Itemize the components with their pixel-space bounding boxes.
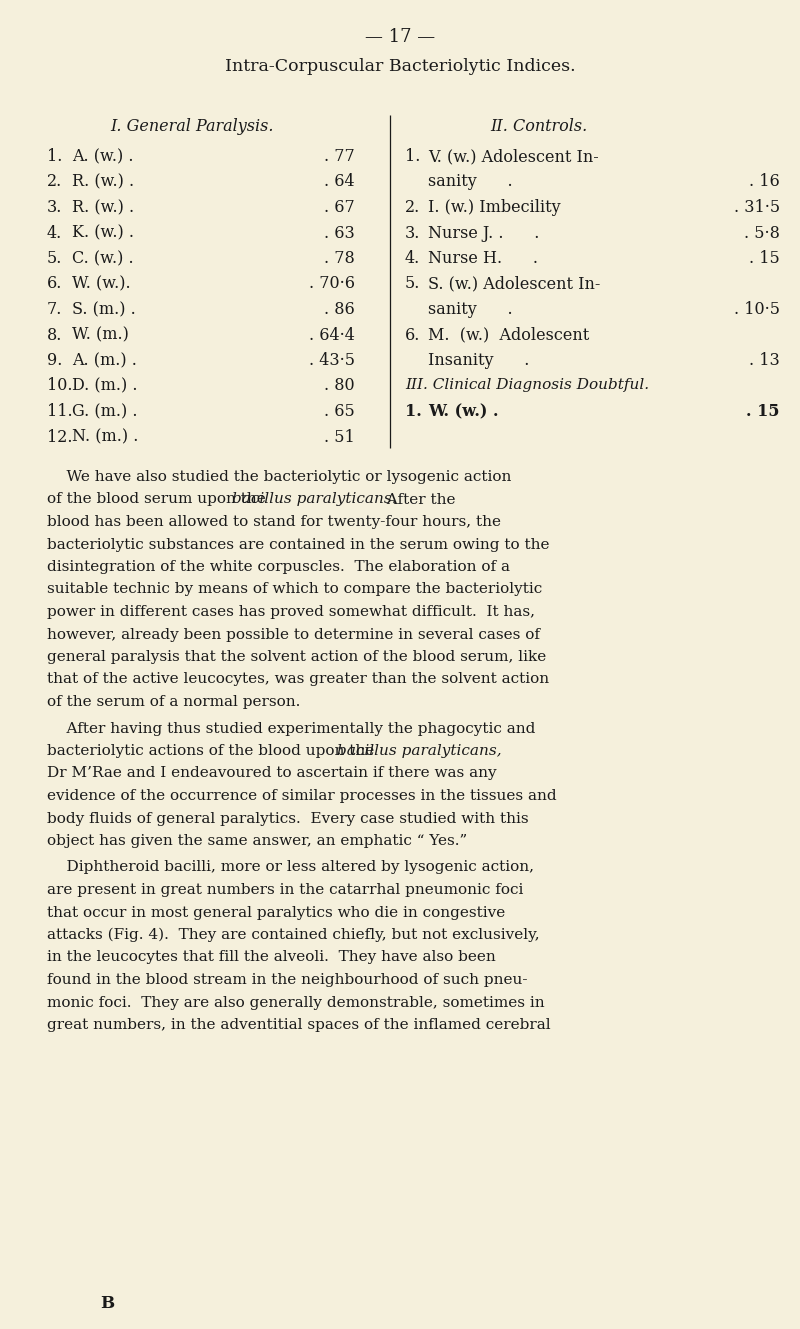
Text: K. (w.) .: K. (w.) . bbox=[72, 225, 134, 242]
Text: . 51: . 51 bbox=[324, 428, 355, 445]
Text: 10.: 10. bbox=[47, 377, 73, 395]
Text: 9.: 9. bbox=[47, 352, 62, 369]
Text: bacillus paralyticans,: bacillus paralyticans, bbox=[338, 744, 502, 758]
Text: C. (w.) .: C. (w.) . bbox=[72, 250, 134, 267]
Text: — 17 —: — 17 — bbox=[365, 28, 435, 47]
Text: 2.: 2. bbox=[405, 199, 420, 217]
Text: in the leucocytes that fill the alveoli.  They have also been: in the leucocytes that fill the alveoli.… bbox=[47, 950, 496, 965]
Text: suitable technic by means of which to compare the bacteriolytic: suitable technic by means of which to co… bbox=[47, 582, 542, 597]
Text: 11.: 11. bbox=[47, 403, 73, 420]
Text: however, already been possible to determine in several cases of: however, already been possible to determ… bbox=[47, 627, 540, 642]
Text: A. (m.) .: A. (m.) . bbox=[72, 352, 137, 369]
Text: attacks (Fig. 4).  They are contained chiefly, but not exclusively,: attacks (Fig. 4). They are contained chi… bbox=[47, 928, 540, 942]
Text: bacteriolytic actions of the blood upon the: bacteriolytic actions of the blood upon … bbox=[47, 744, 379, 758]
Text: that occur in most general paralytics who die in congestive: that occur in most general paralytics wh… bbox=[47, 905, 506, 920]
Text: . 64·4: . 64·4 bbox=[309, 327, 355, 343]
Text: 1.: 1. bbox=[405, 403, 422, 420]
Text: that of the active leucocytes, was greater than the solvent action: that of the active leucocytes, was great… bbox=[47, 672, 549, 687]
Text: N. (m.) .: N. (m.) . bbox=[72, 428, 138, 445]
Text: 5.: 5. bbox=[47, 250, 62, 267]
Text: . 64: . 64 bbox=[324, 174, 355, 190]
Text: body fluids of general paralytics.  Every case studied with this: body fluids of general paralytics. Every… bbox=[47, 812, 529, 825]
Text: . 43·5: . 43·5 bbox=[309, 352, 355, 369]
Text: bacillus paralyticans.: bacillus paralyticans. bbox=[232, 493, 397, 506]
Text: of the blood serum upon the: of the blood serum upon the bbox=[47, 493, 270, 506]
Text: 3.: 3. bbox=[405, 225, 420, 242]
Text: 8.: 8. bbox=[47, 327, 62, 343]
Text: W. (m.): W. (m.) bbox=[72, 327, 129, 343]
Text: R. (w.) .: R. (w.) . bbox=[72, 199, 134, 217]
Text: W. (w.).: W. (w.). bbox=[72, 275, 130, 292]
Text: 1.: 1. bbox=[405, 148, 420, 165]
Text: evidence of the occurrence of similar processes in the tissues and: evidence of the occurrence of similar pr… bbox=[47, 789, 557, 803]
Text: . 15: . 15 bbox=[746, 403, 780, 420]
Text: power in different cases has proved somewhat difficult.  It has,: power in different cases has proved some… bbox=[47, 605, 535, 619]
Text: 7.: 7. bbox=[47, 300, 62, 318]
Text: R. (w.) .: R. (w.) . bbox=[72, 174, 134, 190]
Text: I. General Paralysis.: I. General Paralysis. bbox=[110, 118, 274, 136]
Text: Intra-Corpuscular Bacteriolytic Indices.: Intra-Corpuscular Bacteriolytic Indices. bbox=[225, 58, 575, 74]
Text: . 10·5: . 10·5 bbox=[734, 300, 780, 318]
Text: found in the blood stream in the neighbourhood of such pneu-: found in the blood stream in the neighbo… bbox=[47, 973, 527, 987]
Text: . 70·6: . 70·6 bbox=[309, 275, 355, 292]
Text: . 86: . 86 bbox=[324, 300, 355, 318]
Text: . 63: . 63 bbox=[324, 225, 355, 242]
Text: Diphtheroid bacilli, more or less altered by lysogenic action,: Diphtheroid bacilli, more or less altere… bbox=[47, 860, 534, 874]
Text: . 80: . 80 bbox=[324, 377, 355, 395]
Text: We have also studied the bacteriolytic or lysogenic action: We have also studied the bacteriolytic o… bbox=[47, 470, 511, 484]
Text: Nurse H.      .: Nurse H. . bbox=[428, 250, 538, 267]
Text: bacteriolytic substances are contained in the serum owing to the: bacteriolytic substances are contained i… bbox=[47, 537, 550, 552]
Text: After having thus studied experimentally the phagocytic and: After having thus studied experimentally… bbox=[47, 722, 535, 735]
Text: blood has been allowed to stand for twenty-four hours, the: blood has been allowed to stand for twen… bbox=[47, 516, 501, 529]
Text: B: B bbox=[100, 1294, 114, 1312]
Text: sanity      .: sanity . bbox=[428, 300, 513, 318]
Text: W. (w.) .: W. (w.) . bbox=[428, 403, 498, 420]
Text: 2.: 2. bbox=[47, 174, 62, 190]
Text: S. (m.) .: S. (m.) . bbox=[72, 300, 136, 318]
Text: . 65: . 65 bbox=[324, 403, 355, 420]
Text: . 77: . 77 bbox=[324, 148, 355, 165]
Text: II. Controls.: II. Controls. bbox=[490, 118, 587, 136]
Text: Insanity      .: Insanity . bbox=[428, 352, 530, 369]
Text: V. (w.) Adolescent In-: V. (w.) Adolescent In- bbox=[428, 148, 598, 165]
Text: are present in great numbers in the catarrhal pneumonic foci: are present in great numbers in the cata… bbox=[47, 882, 523, 897]
Text: general paralysis that the solvent action of the blood serum, like: general paralysis that the solvent actio… bbox=[47, 650, 546, 664]
Text: 4.: 4. bbox=[405, 250, 420, 267]
Text: S. (w.) Adolescent In-: S. (w.) Adolescent In- bbox=[428, 275, 600, 292]
Text: . 78: . 78 bbox=[324, 250, 355, 267]
Text: A. (w.) .: A. (w.) . bbox=[72, 148, 134, 165]
Text: G. (m.) .: G. (m.) . bbox=[72, 403, 138, 420]
Text: III. Clinical Diagnosis Doubtful.: III. Clinical Diagnosis Doubtful. bbox=[405, 377, 649, 392]
Text: . 31·5: . 31·5 bbox=[734, 199, 780, 217]
Text: Dr M’Rae and I endeavoured to ascertain if there was any: Dr M’Rae and I endeavoured to ascertain … bbox=[47, 767, 497, 780]
Text: 4.: 4. bbox=[47, 225, 62, 242]
Text: 5.: 5. bbox=[405, 275, 420, 292]
Text: . 67: . 67 bbox=[324, 199, 355, 217]
Text: . 15: . 15 bbox=[750, 250, 780, 267]
Text: of the serum of a normal person.: of the serum of a normal person. bbox=[47, 695, 300, 708]
Text: I. (w.) Imbecility: I. (w.) Imbecility bbox=[428, 199, 561, 217]
Text: M.  (w.)  Adolescent: M. (w.) Adolescent bbox=[428, 327, 590, 343]
Text: monic foci.  They are also generally demonstrable, sometimes in: monic foci. They are also generally demo… bbox=[47, 995, 545, 1010]
Text: 3.: 3. bbox=[47, 199, 62, 217]
Text: Nurse J. .      .: Nurse J. . . bbox=[428, 225, 539, 242]
Text: 12.: 12. bbox=[47, 428, 73, 445]
Text: . 16: . 16 bbox=[750, 174, 780, 190]
Text: object has given the same answer, an emphatic “ Yes.”: object has given the same answer, an emp… bbox=[47, 835, 467, 848]
Text: 6.: 6. bbox=[405, 327, 420, 343]
Text: 6.: 6. bbox=[47, 275, 62, 292]
Text: disintegration of the white corpuscles.  The elaboration of a: disintegration of the white corpuscles. … bbox=[47, 560, 510, 574]
Text: After the: After the bbox=[377, 493, 455, 506]
Text: great numbers, in the adventitial spaces of the inflamed cerebral: great numbers, in the adventitial spaces… bbox=[47, 1018, 550, 1033]
Text: . 5·8: . 5·8 bbox=[744, 225, 780, 242]
Text: D. (m.) .: D. (m.) . bbox=[72, 377, 138, 395]
Text: . 13: . 13 bbox=[750, 352, 780, 369]
Text: sanity      .: sanity . bbox=[428, 174, 513, 190]
Text: 1.: 1. bbox=[47, 148, 62, 165]
